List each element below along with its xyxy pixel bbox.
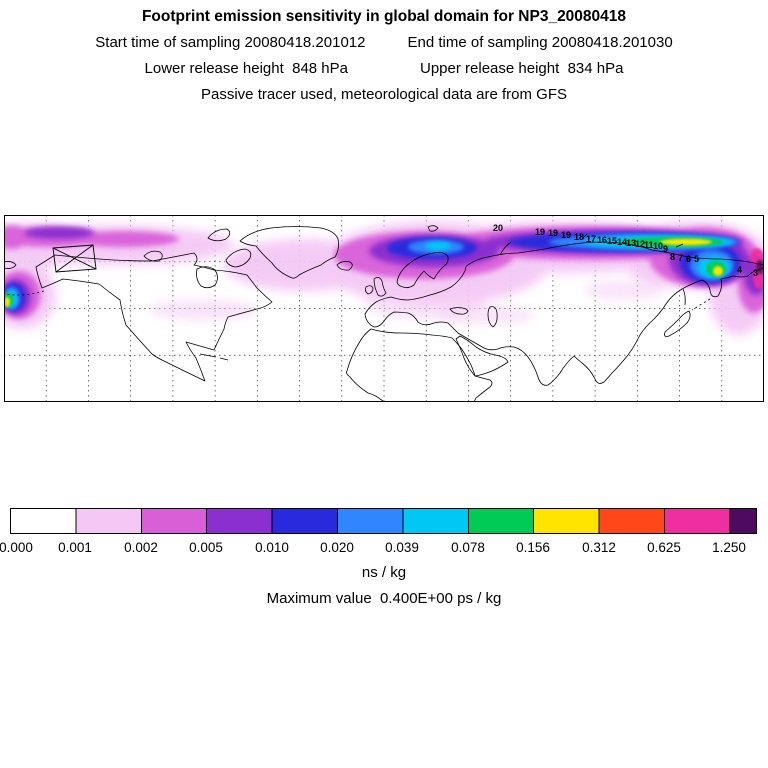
sampling-times-line: Start time of sampling 20080418.201012 E… bbox=[0, 34, 768, 51]
trajectory-day-label: 19 bbox=[561, 230, 571, 240]
trajectory-day-label: 16 bbox=[597, 235, 607, 245]
colorbar-segment bbox=[664, 508, 731, 534]
trajectory-day-label: 10 bbox=[653, 241, 663, 251]
release-location-marker bbox=[52, 244, 97, 273]
continent-outlines bbox=[3, 225, 765, 403]
colorbar-tick-label: 0.002 bbox=[124, 540, 158, 555]
trajectory-day-label: 3 bbox=[753, 268, 758, 278]
trajectory-day-label: 7 bbox=[678, 253, 683, 263]
figure-title: Footprint emission sensitivity in global… bbox=[141, 8, 627, 25]
colorbar-tick-labels: 0.000 0.001 0.002 0.005 0.010 0.020 0.03… bbox=[0, 540, 768, 558]
trajectory-day-label: 17 bbox=[586, 234, 596, 244]
colorbar-units-label: ns / kg bbox=[361, 564, 407, 581]
colorbar-tick-label: 0.001 bbox=[58, 540, 92, 555]
colorbar-tick-label: 0.000 bbox=[0, 540, 33, 555]
colorbar-tick-label: 0.010 bbox=[255, 540, 289, 555]
colorbar-segment bbox=[140, 508, 208, 534]
trajectory-day-label: 15 bbox=[607, 236, 617, 246]
sensitivity-plume bbox=[0, 221, 768, 335]
tracer-info-line: Passive tracer used, meteorological data… bbox=[201, 86, 567, 103]
colorbar-tick-label: 0.625 bbox=[647, 540, 681, 555]
map-panel: 20 19 19 19 18 17 16 15 14 13 12 11 10 9 8 7 6 5 4 3 bbox=[0, 215, 768, 403]
colorbar-segment bbox=[402, 508, 469, 534]
colorbar-tick-label: 0.005 bbox=[189, 540, 223, 555]
colorbar-tick-label: 0.039 bbox=[385, 540, 419, 555]
trajectory-day-label: 12 bbox=[635, 239, 645, 249]
colorbar-tick-label: 0.078 bbox=[451, 540, 485, 555]
lower-release-text: Lower release height 848 hPa bbox=[144, 60, 348, 77]
trajectory-day-label: 13 bbox=[626, 238, 636, 248]
colorbar-tick-label: 0.312 bbox=[582, 540, 616, 555]
release-heights-line: Lower release height 848 hPa Upper relea… bbox=[0, 60, 768, 77]
max-value-label: Maximum value 0.400E+00 ps / kg bbox=[266, 590, 502, 607]
start-time-text: Start time of sampling 20080418.201012 bbox=[95, 34, 366, 51]
trajectory-day-label: 9 bbox=[663, 244, 668, 254]
colorbar-border bbox=[9, 507, 758, 535]
colorbar-tick-label: 1.250 bbox=[712, 540, 746, 555]
trajectory-day-label: 4 bbox=[737, 265, 742, 275]
trajectory-day-label: 8 bbox=[670, 252, 675, 262]
colorbar bbox=[9, 507, 758, 535]
colorbar-segment bbox=[533, 508, 600, 534]
trajectory-day-label: 14 bbox=[617, 237, 627, 247]
trajectory-day-label: 6 bbox=[686, 254, 691, 264]
colorbar-segment bbox=[75, 508, 142, 534]
colorbar-segment bbox=[598, 508, 665, 534]
trajectory-day-label: 18 bbox=[574, 232, 584, 242]
trajectory-day-label: 11 bbox=[644, 240, 654, 250]
colorbar-segment bbox=[337, 508, 404, 534]
colorbar-segment bbox=[206, 508, 273, 534]
upper-release-text: Upper release height 834 hPa bbox=[420, 60, 624, 77]
colorbar-tick-label: 0.156 bbox=[516, 540, 550, 555]
trajectory-day-label: 5 bbox=[694, 254, 699, 264]
colorbar-segment bbox=[10, 508, 77, 534]
map-border bbox=[4, 215, 764, 402]
colorbar-segment bbox=[467, 508, 535, 534]
end-time-text: End time of sampling 20080418.201030 bbox=[407, 34, 673, 51]
colorbar-tick-label: 0.020 bbox=[320, 540, 354, 555]
trajectory-day-label: 20 bbox=[493, 223, 503, 233]
colorbar-segment bbox=[271, 508, 339, 534]
colorbar-segment bbox=[729, 508, 758, 534]
colorbar-svg bbox=[9, 507, 758, 535]
trajectory-day-label: 19 bbox=[548, 228, 558, 238]
trajectory-day-label: 19 bbox=[535, 227, 545, 237]
